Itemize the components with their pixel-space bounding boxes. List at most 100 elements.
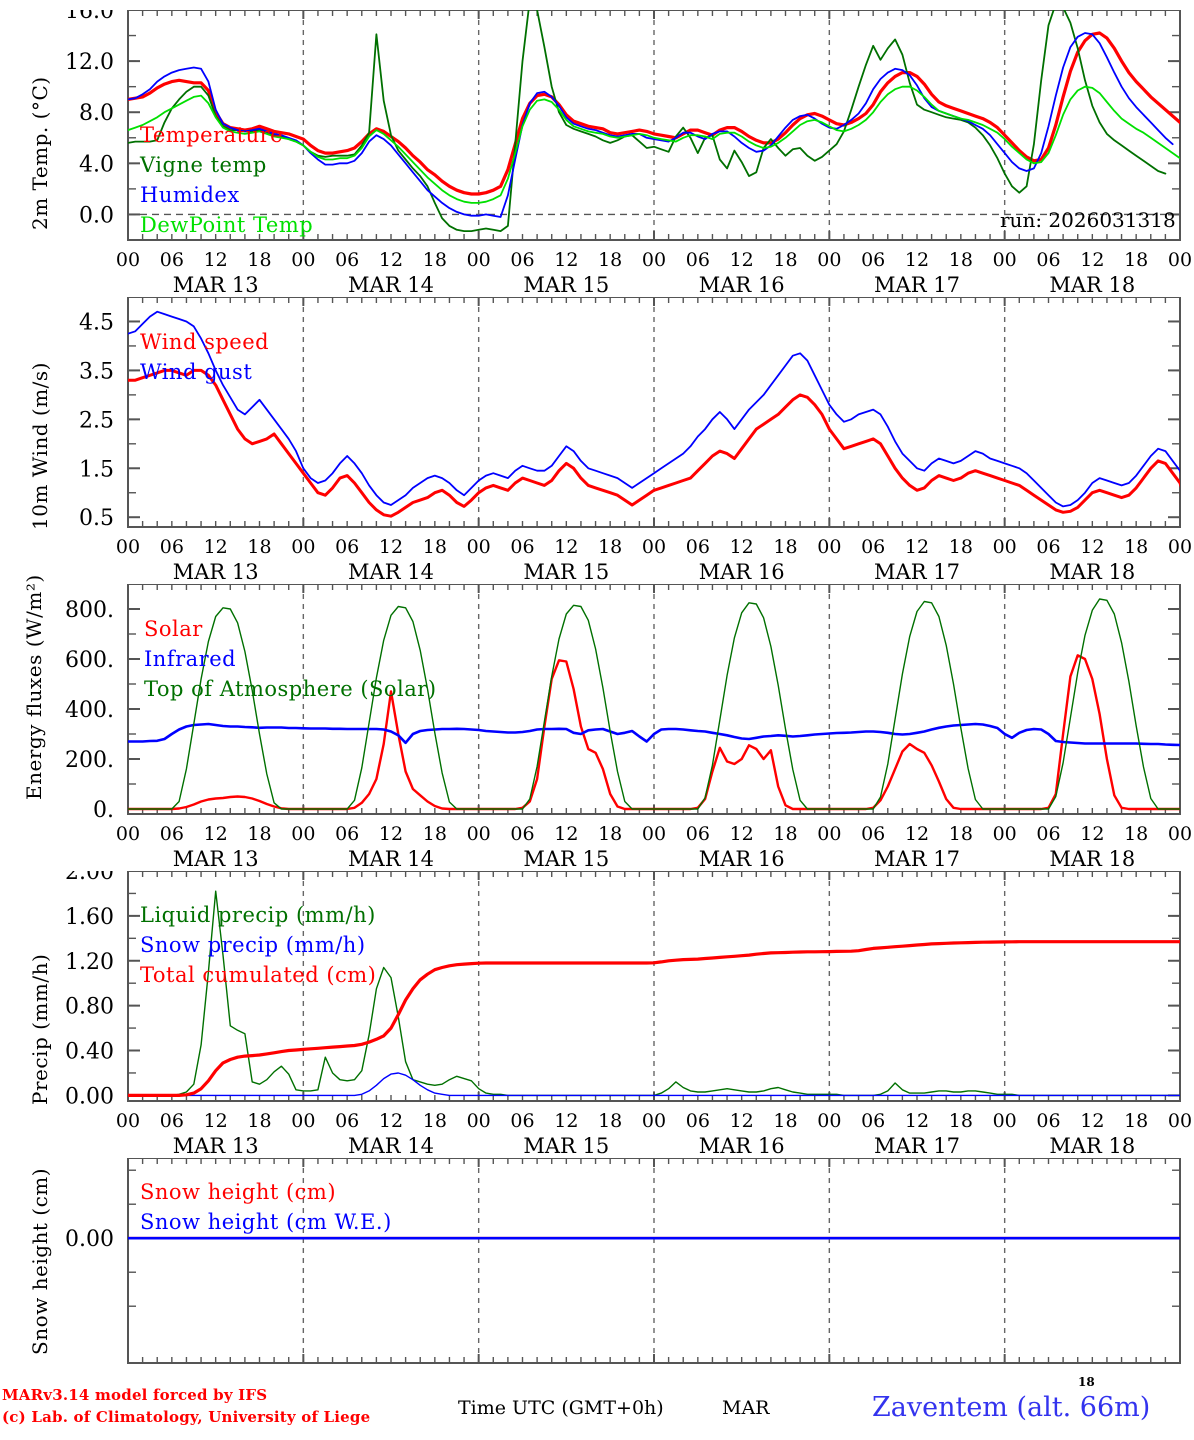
y-tick-label: 0.5 <box>79 506 114 531</box>
x-day-label: MAR 15 <box>523 273 609 297</box>
x-day-label: MAR 17 <box>874 1134 960 1158</box>
y-tick-label: 200. <box>65 748 114 773</box>
series-line-wind-speed <box>128 368 1180 518</box>
panel-wind: 0.5 1.5 2.5 3.5 4.5 00 06 12 18 00 06 12 18 00 06 12 18 0… <box>0 297 1194 584</box>
x-tick-label: 00 <box>1168 249 1192 271</box>
x-tick-label: 06 <box>861 1110 885 1132</box>
x-day-label: MAR 16 <box>699 560 785 584</box>
x-tick-label: 12 <box>1080 249 1104 271</box>
y-axis-title-wind: 10m Wind (m/s) <box>28 362 52 530</box>
x-tick-label: 18 <box>247 823 271 845</box>
x-tick-label: 06 <box>686 536 710 558</box>
x-tick-label: 18 <box>1124 536 1148 558</box>
x-tick-label: 18 <box>423 536 447 558</box>
x-tick-label: 12 <box>554 249 578 271</box>
x-tick-label: 06 <box>335 823 359 845</box>
x-tick-label: 18 <box>423 1110 447 1132</box>
y-axis-title-precip: Precip (mm/h) <box>28 953 52 1105</box>
x-tick-label: 18 <box>1124 249 1148 271</box>
x-tick-label: 18 <box>773 249 797 271</box>
x-tick-label: 12 <box>1080 823 1104 845</box>
x-tick-label: 06 <box>335 536 359 558</box>
x-tick-label: 18 <box>598 823 622 845</box>
x-tick-label: 18 <box>598 536 622 558</box>
x-tick-label: 06 <box>1036 249 1060 271</box>
panel-temperature: 0.0 4.0 8.0 12.0 16.0 00 06 12 18 00 06 12 18 00 06 12 1… <box>0 10 1194 297</box>
x-tick-label: 12 <box>554 536 578 558</box>
x-tick-label: 12 <box>905 249 929 271</box>
y-tick-label: 0. <box>93 798 114 823</box>
x-tick-label: 00 <box>116 249 140 271</box>
x-day-label: MAR 14 <box>348 847 434 871</box>
run-label: run: 2026031318 <box>1000 208 1176 232</box>
y-tick-label: 0.40 <box>65 1040 114 1065</box>
y-tick-label: 600. <box>65 648 114 673</box>
x-tick-label: 00 <box>642 249 666 271</box>
x-tick-label: 12 <box>204 1110 228 1132</box>
x-day-label: MAR 17 <box>874 847 960 871</box>
x-day-label: MAR 13 <box>173 273 259 297</box>
series-line-infrared <box>128 722 1180 747</box>
x-tick-label: 18 <box>949 1110 973 1132</box>
station-name: Zaventem (alt. 66m) <box>872 1392 1151 1423</box>
x-tick-label: 00 <box>642 823 666 845</box>
legend-item-vigne-temp: Vigne temp <box>140 153 267 177</box>
legend-item-solar: Solar <box>144 617 203 641</box>
x-tick-label: 00 <box>1168 823 1192 845</box>
x-tick-label: 00 <box>993 536 1017 558</box>
x-tick-label: 00 <box>291 823 315 845</box>
x-tick-label: 12 <box>905 536 929 558</box>
x-tick-label: 00 <box>291 1110 315 1132</box>
x-tick-label: 18 <box>773 536 797 558</box>
x-tick-label: 06 <box>510 536 534 558</box>
x-day-label: MAR 15 <box>523 560 609 584</box>
x-day-label: MAR 15 <box>523 1134 609 1158</box>
x-tick-label: 18 <box>247 249 271 271</box>
x-tick-label: 18 <box>247 536 271 558</box>
x-day-label: MAR 14 <box>348 560 434 584</box>
legend-item-total-cumulated-cm: Total cumulated (cm) <box>140 963 377 987</box>
x-tick-label: 00 <box>642 1110 666 1132</box>
x-tick-label: 00 <box>291 249 315 271</box>
legend-item-dewpoint-temp: DewPoint Temp <box>140 213 314 237</box>
x-tick-label: 00 <box>1168 1110 1192 1132</box>
legend-item-top-of-atmosphere-solar: Top of Atmosphere (Solar) <box>144 677 437 701</box>
x-tick-label: 06 <box>686 1110 710 1132</box>
x-axis-month: MAR <box>722 1397 770 1419</box>
x-tick-label: 12 <box>730 536 754 558</box>
x-tick-label: 18 <box>598 249 622 271</box>
series-line-snow-precip-mm-h <box>128 1072 1180 1097</box>
footer-model-line: MARv3.14 model forced by IFS <box>2 1386 268 1404</box>
x-tick-label: 06 <box>686 823 710 845</box>
x-day-label: MAR 16 <box>699 1134 785 1158</box>
y-tick-label: 0.0 <box>79 203 114 228</box>
x-tick-label: 12 <box>204 536 228 558</box>
x-tick-label: 00 <box>993 823 1017 845</box>
y-axis-title-energy_fluxes: Energy fluxes (W/m²) <box>22 574 46 800</box>
x-tick-label: 00 <box>116 823 140 845</box>
x-day-label: MAR 16 <box>699 273 785 297</box>
x-tick-label: 00 <box>467 536 491 558</box>
legend-item-snow-height-cm-w-e: Snow height (cm W.E.) <box>140 1210 392 1234</box>
x-day-label: MAR 14 <box>348 1134 434 1158</box>
x-tick-label: 12 <box>379 249 403 271</box>
series-line-total-cumulated-cm <box>128 940 1180 1097</box>
x-tick-label: 12 <box>204 823 228 845</box>
x-tick-label: 12 <box>905 1110 929 1132</box>
x-day-label: MAR 18 <box>1049 560 1135 584</box>
x-tick-label: 06 <box>510 823 534 845</box>
legend-item-snow-height-cm: Snow height (cm) <box>140 1180 337 1204</box>
y-tick-label: 8.0 <box>79 101 114 126</box>
x-tick-label: 18 <box>949 536 973 558</box>
x-tick-label: 00 <box>291 536 315 558</box>
y-tick-label: 4.0 <box>79 152 114 177</box>
series-line-top-of-atmosphere-solar <box>128 598 1180 810</box>
x-day-label: MAR 14 <box>348 273 434 297</box>
y-tick-label: 2.00 <box>65 871 114 885</box>
legend-item-wind-speed: Wind speed <box>140 330 270 354</box>
x-day-label: MAR 18 <box>1049 273 1135 297</box>
series-line-wind-gust <box>128 310 1180 508</box>
x-tick-label: 00 <box>817 1110 841 1132</box>
x-tick-label: 18 <box>423 249 447 271</box>
y-tick-label: 3.5 <box>79 359 114 384</box>
